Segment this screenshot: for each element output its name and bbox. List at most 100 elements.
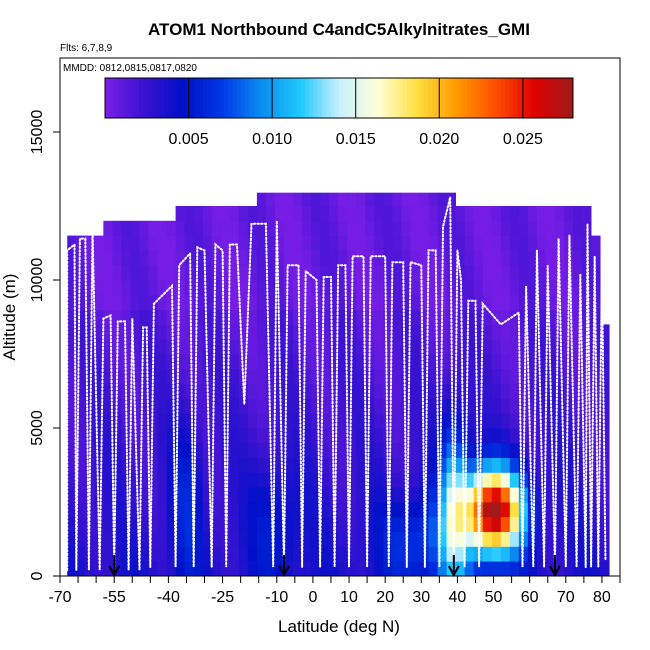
heatmap-cell (482, 531, 493, 547)
heatmap-cell (482, 250, 493, 266)
colorbar-swatch (500, 78, 506, 118)
heatmap-cell (67, 413, 77, 429)
colorbar-swatch (530, 78, 536, 118)
heatmap-cell (265, 354, 276, 370)
heatmap-cell (347, 398, 357, 414)
heatmap-cell (220, 324, 231, 340)
heatmap-cell (265, 220, 276, 236)
heatmap-cell (446, 428, 457, 444)
heatmap-cell (437, 442, 447, 458)
heatmap-cell (491, 413, 502, 429)
heatmap-cell (527, 324, 538, 340)
heatmap-cell (148, 220, 158, 236)
heatmap-cell (67, 339, 77, 355)
heatmap-cell (401, 339, 411, 355)
colorbar-swatch (207, 78, 212, 118)
heatmap-cell (410, 220, 420, 236)
heatmap-cell (229, 339, 240, 355)
heatmap-cell (274, 235, 285, 251)
heatmap-cell (211, 339, 222, 355)
heatmap-cell (256, 428, 267, 444)
heatmap-cell (564, 561, 574, 577)
heatmap-cell (157, 309, 167, 325)
heatmap-cell (554, 398, 565, 414)
heatmap-cell (509, 546, 520, 562)
colorbar-swatch (509, 78, 514, 118)
heatmap-cell (238, 235, 249, 251)
heatmap-cell (428, 354, 438, 370)
heatmap-cell (338, 309, 348, 325)
y-tick-label: 15000 (29, 110, 46, 155)
heatmap-cell (329, 265, 339, 281)
heatmap-cell (175, 561, 186, 577)
heatmap-cell (293, 516, 303, 532)
heatmap-cell (509, 383, 520, 399)
heatmap-cell (284, 265, 294, 281)
heatmap-cell (103, 561, 113, 577)
heatmap-cell (302, 280, 312, 296)
heatmap-cell (464, 220, 475, 236)
heatmap-cell (573, 265, 583, 281)
heatmap-cell (184, 457, 195, 473)
heatmap-cell (175, 516, 186, 532)
heatmap-cell (446, 502, 457, 518)
heatmap-cell (582, 546, 592, 562)
heatmap-cell (94, 250, 104, 266)
heatmap-cell (428, 472, 438, 488)
heatmap-cell (518, 309, 529, 325)
colorbar-swatch (134, 78, 140, 118)
x-tick-label: 20 (376, 589, 394, 606)
colorbar-swatch (364, 78, 370, 118)
heatmap-cell (392, 354, 402, 370)
heatmap-cell (229, 383, 240, 399)
heatmap-cell (437, 192, 447, 207)
heatmap-cell (410, 206, 420, 222)
heatmap-cell (175, 502, 186, 518)
colorbar-swatch (130, 78, 136, 118)
heatmap-cell (85, 250, 95, 266)
heatmap-cell (392, 457, 402, 473)
heatmap-cell (103, 487, 113, 503)
heatmap-cell (311, 324, 321, 340)
heatmap-cell (320, 324, 330, 340)
heatmap-cell (175, 339, 186, 355)
heatmap-cell (374, 192, 384, 207)
heatmap-cell (157, 250, 167, 266)
heatmap-cell (338, 413, 348, 429)
heatmap-cell (293, 428, 303, 444)
heatmap-cell (383, 265, 393, 281)
colorbar-swatch (517, 78, 523, 118)
heatmap-cell (121, 250, 131, 266)
heatmap-cell (392, 324, 402, 340)
heatmap-cell (211, 309, 222, 325)
heatmap-cell (428, 561, 438, 577)
heatmap-cell (591, 235, 601, 251)
colorbar-swatch (381, 78, 387, 118)
heatmap-cell (545, 442, 556, 458)
heatmap-cell (383, 192, 393, 207)
heatmap-cell (446, 457, 457, 473)
heatmap-cell (157, 294, 167, 310)
colorbar-swatch (177, 78, 183, 118)
heatmap-cell (94, 472, 104, 488)
heatmap-cell (175, 294, 186, 310)
heatmap-cell (130, 309, 140, 325)
heatmap-cell (527, 235, 538, 251)
heatmap-cell (564, 502, 574, 518)
heatmap-cell (265, 546, 276, 562)
heatmap-cell (293, 339, 303, 355)
heatmap-cell (94, 354, 104, 370)
heatmap-cell (139, 324, 149, 340)
heatmap-cell (284, 413, 294, 429)
heatmap-cell (284, 324, 294, 340)
heatmap-cell (148, 442, 158, 458)
heatmap-cell (238, 294, 249, 310)
heatmap-cell (374, 472, 384, 488)
heatmap-cell (320, 235, 330, 251)
heatmap-cell (302, 220, 312, 236)
heatmap-cell (455, 502, 466, 518)
heatmap-cell (103, 457, 113, 473)
heatmap-cell (437, 206, 447, 222)
heatmap-cell (229, 516, 240, 532)
heatmap-cell (564, 487, 574, 503)
